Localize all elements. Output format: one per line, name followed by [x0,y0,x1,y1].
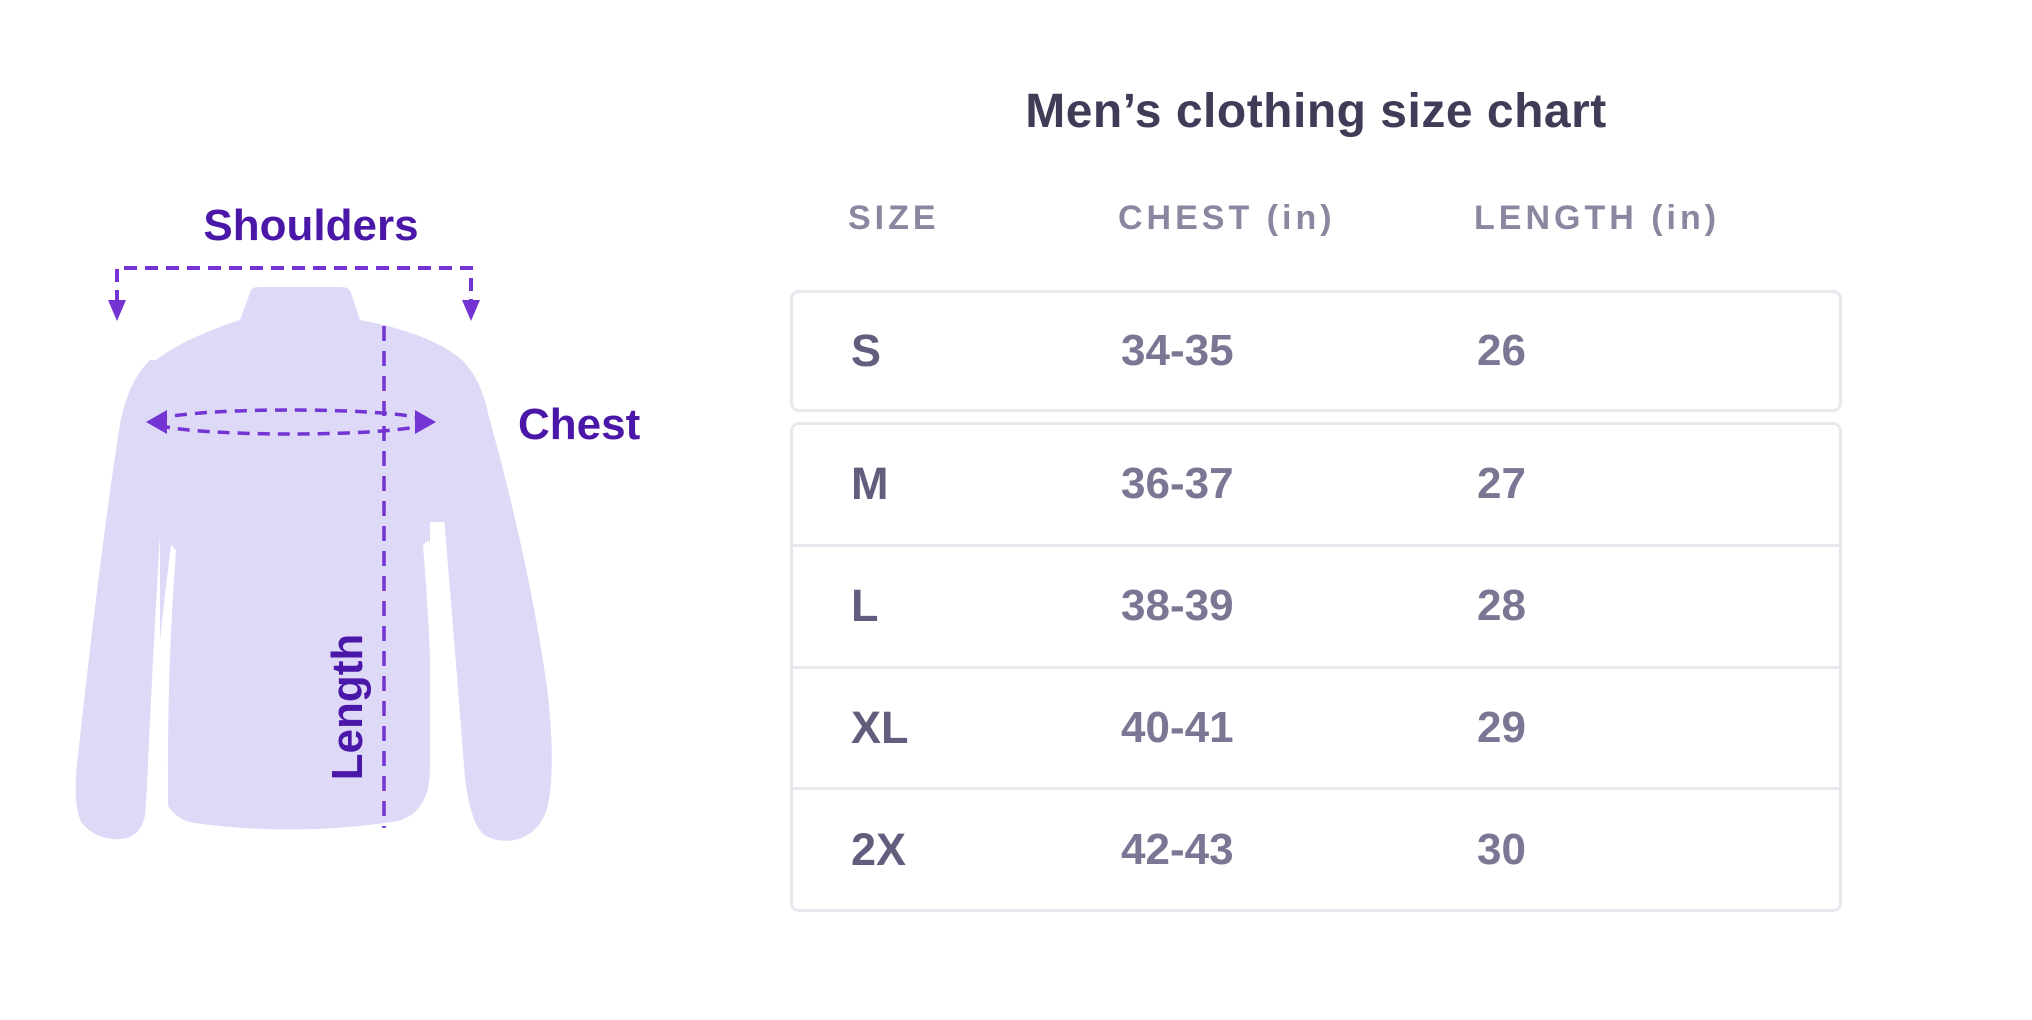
length-cell: 29 [1477,702,1526,752]
column-header-chest: CHEST (in) [1118,198,1336,237]
shoulders-bracket-dashed-line [115,266,473,303]
table-row: M 36-37 27 [793,425,1839,544]
shoulders-left-arrowhead [108,300,126,321]
chest-cell: 38-39 [1121,581,1234,631]
chest-cell: 42-43 [1121,824,1234,874]
chest-cell: 36-37 [1121,459,1234,509]
chest-cell: 40-41 [1121,702,1234,752]
size-cell: XL [851,701,909,753]
right-sleeve-seam [423,540,460,848]
shirt-measurement-diagram: Shoulders Chest Length [75,201,641,848]
chest-right-arrowhead [415,410,436,434]
column-header-size: SIZE [848,198,940,237]
left-sleeve-seam [143,545,176,848]
shoulders-right-arrowhead [462,300,480,321]
table-box-sizes-m-2x: M 36-37 27 L 38-39 28 XL 40-41 29 2X 42-… [790,422,1842,912]
chest-left-arrowhead [146,410,167,434]
chest-label: Chest [518,400,641,449]
table-box-size-s: S 34-35 26 [790,290,1842,412]
length-cell: 28 [1477,581,1526,631]
table-row: S 34-35 26 [793,293,1839,409]
shoulders-label: Shoulders [203,201,418,250]
length-cell: 26 [1477,326,1526,375]
length-label: Length [323,634,372,781]
column-header-length: LENGTH (in) [1474,198,1721,237]
chest-cell: 34-35 [1121,326,1234,375]
table-row: L 38-39 28 [793,543,1839,666]
page-title: Men’s clothing size chart [1025,85,1607,138]
length-cell: 27 [1477,459,1526,509]
table-column-headers: SIZE CHEST (in) LENGTH (in) [790,196,1842,240]
size-cell: L [851,580,879,632]
table-row: XL 40-41 29 [793,665,1839,788]
size-cell: S [851,325,882,376]
shirt-right-sleeve [436,345,552,841]
size-cell: 2X [851,823,907,875]
size-cell: M [851,458,889,510]
shirt-body [160,396,430,830]
length-cell: 30 [1477,824,1526,874]
table-row: 2X 42-43 30 [793,787,1839,909]
shirt-left-sleeve [75,360,166,840]
